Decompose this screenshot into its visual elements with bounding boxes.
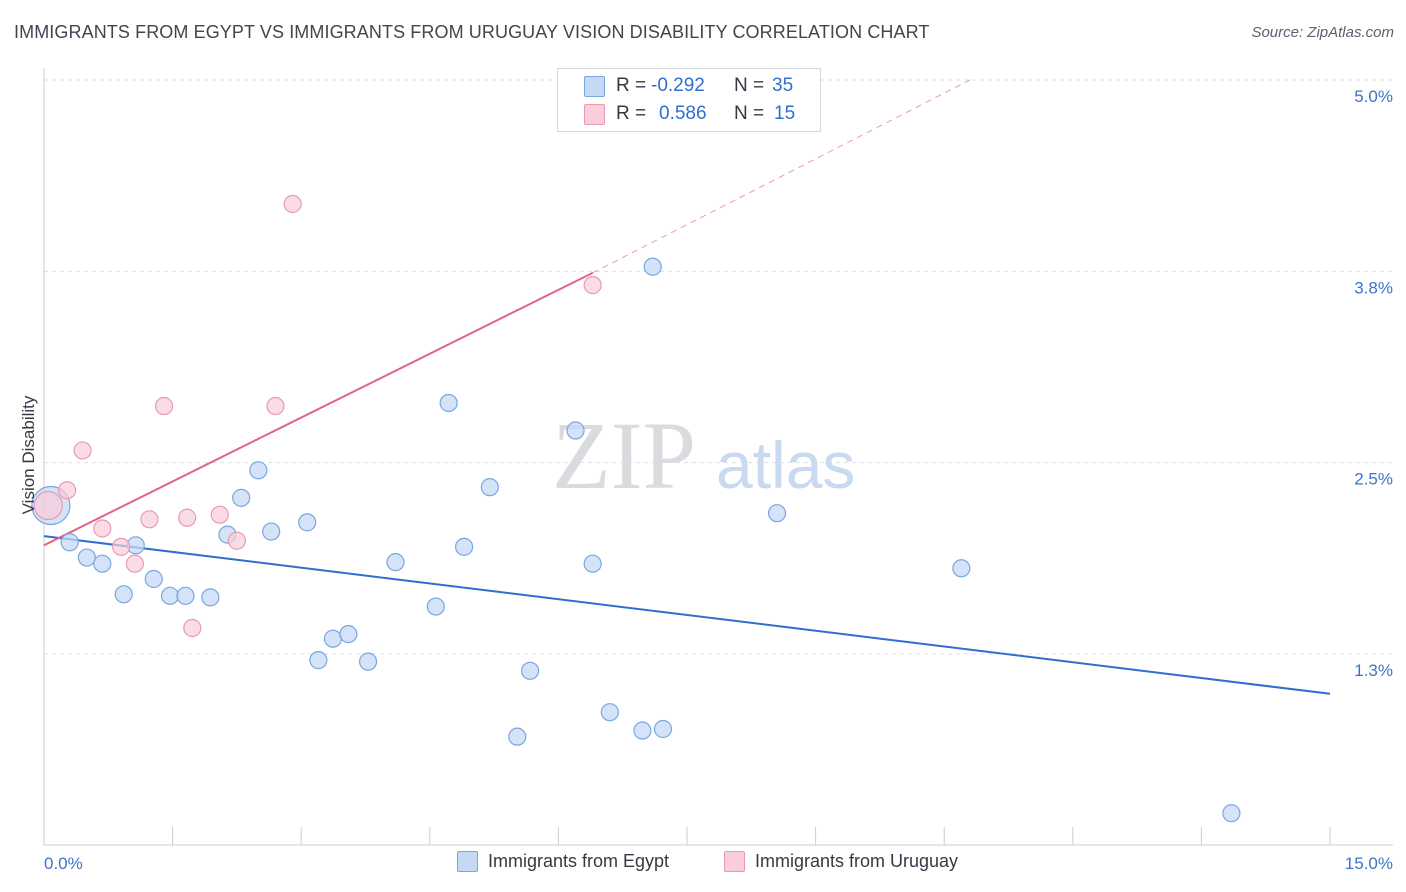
legend-r-value-egypt: -0.292	[651, 75, 705, 96]
egypt-point	[249, 461, 268, 480]
egypt-point	[358, 652, 378, 671]
egypt-point	[480, 478, 499, 497]
legend-n-value-egypt: 35	[772, 75, 794, 96]
uruguay-point	[266, 396, 285, 416]
egypt-point	[633, 721, 652, 740]
legend-swatch-uruguay	[584, 104, 605, 125]
uruguay-point	[183, 618, 202, 638]
egypt-point	[144, 569, 163, 589]
legend-r-label: R =	[616, 103, 647, 124]
trend-lines	[43, 79, 1331, 695]
egypt-point	[160, 586, 180, 605]
watermark-zip: ZIP	[552, 402, 696, 509]
egypt-point	[653, 719, 673, 739]
x-tick-label-right: 15.0%	[1345, 854, 1393, 873]
uruguay-point	[93, 519, 112, 538]
watermark: ZIP atlas	[552, 402, 855, 509]
bottom-legend-uruguay: Immigrants from Uruguay	[724, 851, 958, 872]
uruguay-point	[58, 481, 77, 500]
legend-r-label: R =	[616, 75, 647, 96]
egypt-point	[952, 559, 971, 578]
egypt-point	[262, 522, 281, 541]
uruguay-point	[227, 531, 246, 550]
bottom-legend-egypt: Immigrants from Egypt	[457, 851, 669, 872]
correlation-legend: R = -0.292 N = 35 R = 0.586 N = 15	[557, 68, 821, 132]
bottom-legend-label-egypt: Immigrants from Egypt	[488, 851, 670, 871]
trend-line-uruguay-extension	[592, 79, 971, 274]
source-label: Source: ZipAtlas.com	[1251, 24, 1394, 41]
y-tick-labels: 1.3% 2.5% 3.8% 5.0%	[1354, 87, 1393, 680]
gridlines	[44, 79, 1393, 655]
egypt-point	[309, 651, 328, 670]
bottom-swatch-uruguay	[724, 851, 745, 872]
egypt-point	[439, 393, 458, 413]
y-tick-label: 3.8%	[1354, 278, 1393, 297]
egypt-point	[93, 554, 112, 573]
uruguay-point	[210, 505, 229, 524]
uruguay-point	[125, 554, 144, 573]
uruguay-point	[583, 276, 602, 295]
egypt-point	[767, 504, 787, 523]
egypt-point	[232, 488, 251, 507]
egypt-point	[386, 553, 405, 572]
egypt-point	[521, 661, 540, 680]
data-points	[31, 194, 1241, 823]
egypt-point	[600, 703, 619, 722]
egypt-point	[339, 625, 358, 644]
legend-n-label: N =	[734, 75, 765, 96]
egypt-point	[114, 585, 133, 604]
uruguay-point	[112, 537, 131, 556]
uruguay-point	[73, 441, 92, 460]
egypt-point	[176, 586, 195, 605]
egypt-point	[1222, 804, 1241, 823]
egypt-point	[77, 548, 96, 567]
egypt-point	[323, 629, 343, 648]
uruguay-point	[140, 510, 159, 529]
egypt-point	[508, 727, 527, 746]
uruguay-point	[33, 490, 63, 521]
egypt-point	[643, 257, 662, 276]
watermark-atlas: atlas	[716, 428, 855, 502]
uruguay-point	[178, 508, 197, 527]
egypt-point	[583, 554, 602, 573]
egypt-point	[60, 533, 79, 552]
y-tick-label: 1.3%	[1354, 661, 1393, 680]
y-axis-title: Vision Disability	[19, 395, 38, 514]
egypt-point	[566, 421, 585, 440]
y-tick-label: 2.5%	[1354, 470, 1393, 489]
chart-title: IMMIGRANTS FROM EGYPT VS IMMIGRANTS FROM…	[14, 22, 930, 42]
legend-n-label: N =	[734, 103, 765, 124]
uruguay-point	[283, 194, 302, 214]
bottom-legend-label-uruguay: Immigrants from Uruguay	[755, 851, 959, 871]
egypt-point	[201, 588, 220, 607]
egypt-point	[426, 597, 445, 616]
axes	[43, 68, 1393, 846]
bottom-swatch-egypt	[457, 851, 478, 872]
legend-n-value-uruguay: 15	[774, 103, 796, 124]
trend-line-uruguay	[43, 271, 594, 547]
uruguay-point	[154, 396, 174, 416]
trend-line-egypt	[43, 535, 1331, 695]
x-tick-label-left: 0.0%	[44, 854, 83, 873]
y-tick-label: 5.0%	[1354, 87, 1393, 106]
egypt-point	[454, 537, 474, 556]
legend-swatch-egypt	[584, 76, 605, 97]
egypt-point	[298, 513, 317, 532]
legend-r-value-uruguay: 0.586	[659, 103, 707, 124]
